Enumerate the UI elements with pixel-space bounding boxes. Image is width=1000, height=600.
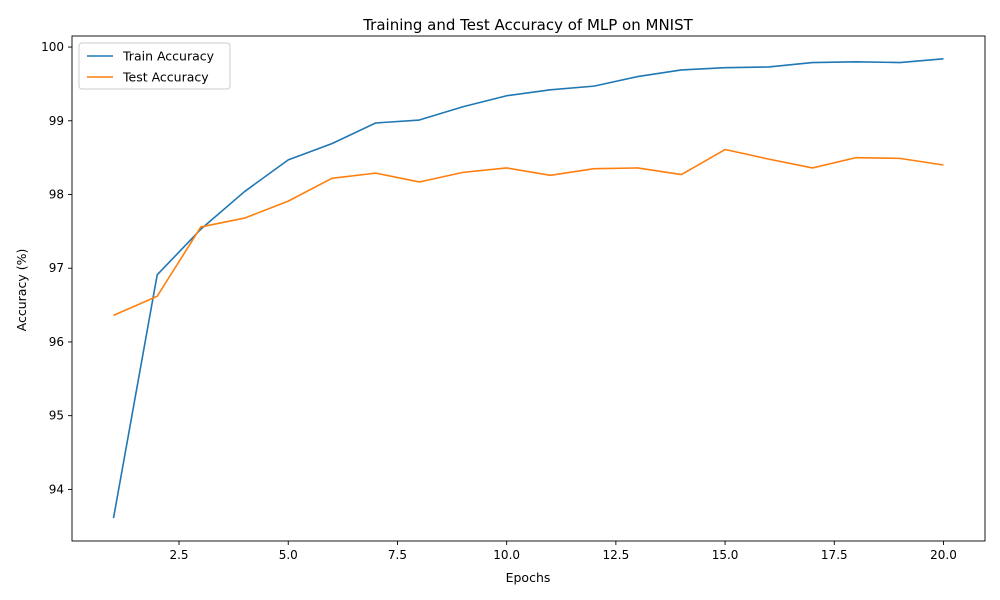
legend-box xyxy=(78,42,231,90)
chart-title: Training and Test Accuracy of MLP on MNI… xyxy=(362,16,693,34)
legend-label: Train Accuracy xyxy=(122,49,215,64)
y-tick-label: 100 xyxy=(41,40,64,54)
y-tick-label: 96 xyxy=(49,335,64,349)
x-tick-label: 20.0 xyxy=(930,548,957,562)
x-tick-label: 10.0 xyxy=(493,548,520,562)
y-tick-label: 97 xyxy=(49,261,64,275)
y-tick-label: 94 xyxy=(49,482,64,496)
series-line-train-accuracy xyxy=(112,58,944,519)
y-axis: 94 95 96 97 98 99 100 xyxy=(41,40,72,496)
plot-frame xyxy=(71,35,986,542)
x-tick-label: 2.5 xyxy=(169,548,188,562)
x-tick-label: 7.5 xyxy=(388,548,407,562)
series-line-test-accuracy xyxy=(113,148,944,317)
y-tick-label: 99 xyxy=(49,114,64,128)
x-tick-label: 5.0 xyxy=(279,548,298,562)
legend-label: Test Accuracy xyxy=(122,70,209,85)
x-axis: 2.5 5.0 7.5 10.0 12.5 15.0 17.5 20.0 xyxy=(169,541,957,562)
x-tick-label: 15.0 xyxy=(712,548,739,562)
legend: Train Accuracy Test Accuracy xyxy=(78,42,231,90)
plot-area xyxy=(71,35,986,542)
y-axis-label: Accuracy (%) xyxy=(14,249,29,332)
y-tick-label: 98 xyxy=(49,188,64,202)
x-tick-label: 12.5 xyxy=(603,548,630,562)
x-tick-label: 17.5 xyxy=(821,548,848,562)
y-tick-label: 95 xyxy=(49,409,64,423)
x-axis-label: Epochs xyxy=(506,570,551,585)
series-layer xyxy=(112,58,944,519)
